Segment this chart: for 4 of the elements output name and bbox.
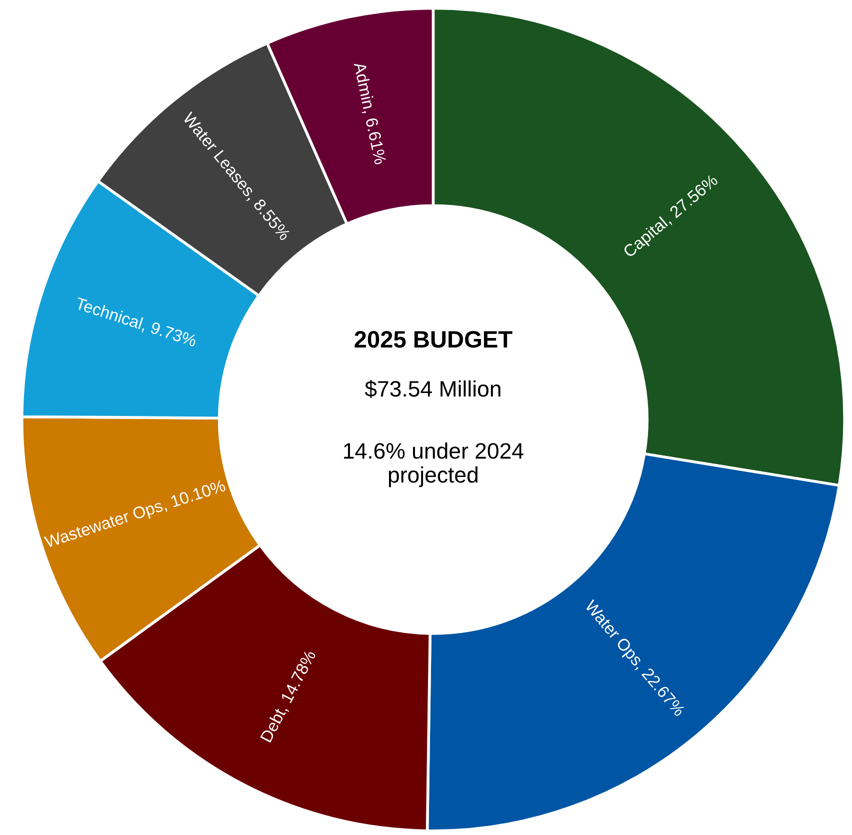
text: $73.54 Million: [364, 380, 500, 398]
slice-label: Admin, 6.61%: [352, 61, 387, 166]
text: 2025 BUDGET: [354, 331, 512, 348]
text: 14.6% under 2024 projected: [344, 442, 524, 488]
